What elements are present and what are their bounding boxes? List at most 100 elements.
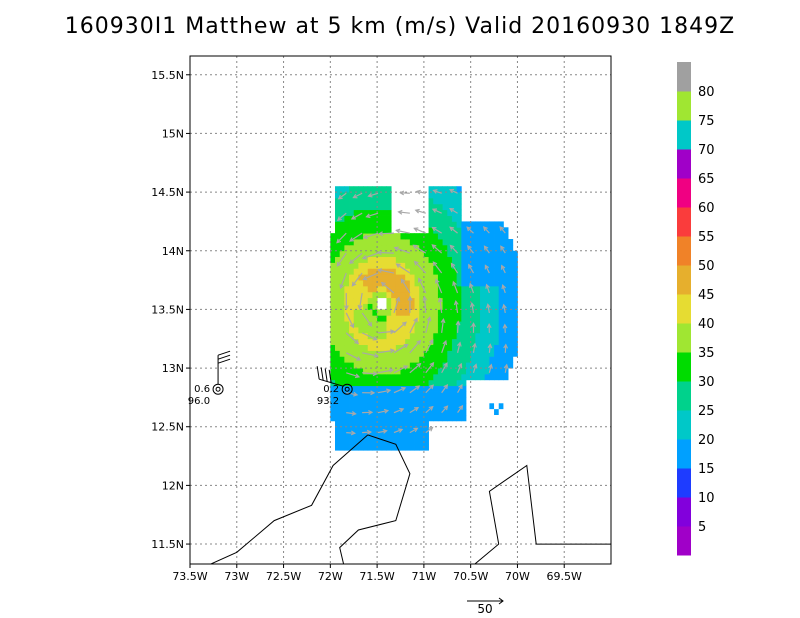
field-cell xyxy=(363,344,369,351)
wind-vector-head xyxy=(407,295,413,301)
field-cell xyxy=(433,397,439,404)
field-cell xyxy=(447,256,453,263)
field-cell xyxy=(428,186,434,193)
field-cell xyxy=(442,233,448,240)
reference-vector-label: 50 xyxy=(477,602,492,616)
field-cell xyxy=(391,373,397,381)
field-cell xyxy=(386,444,392,451)
field-cell xyxy=(442,209,448,216)
x-tick-label: 69.5W xyxy=(547,570,582,583)
field-cell xyxy=(353,256,359,263)
field-cell xyxy=(475,338,481,346)
wind-vector xyxy=(425,317,431,334)
field-cell xyxy=(358,356,364,363)
field-cell xyxy=(461,379,467,387)
wind-vector-head xyxy=(415,189,421,195)
field-cell xyxy=(480,239,486,246)
field-cell xyxy=(451,327,458,334)
field-cell xyxy=(400,391,406,398)
wind-vector xyxy=(472,364,477,373)
field-cell xyxy=(442,315,448,322)
field-cell xyxy=(330,233,336,240)
field-cell xyxy=(330,303,336,310)
wind-vector-head xyxy=(354,373,361,379)
field-cell xyxy=(451,344,458,351)
field-cell xyxy=(353,227,359,234)
field-cell xyxy=(391,432,397,439)
field-cell xyxy=(335,285,341,293)
field-cell xyxy=(470,303,476,310)
field-cell xyxy=(437,379,443,387)
field-cell xyxy=(349,239,355,246)
field-cell xyxy=(480,291,486,299)
field-cell xyxy=(475,262,481,269)
wind-vector-head xyxy=(362,234,368,240)
field-cell xyxy=(409,338,415,346)
field-cell xyxy=(465,373,472,381)
field-cell xyxy=(372,391,378,398)
field-cell xyxy=(414,344,420,351)
field-cell xyxy=(419,233,425,240)
field-cell xyxy=(465,332,472,340)
field-cell xyxy=(344,397,350,404)
field-cell xyxy=(428,244,434,252)
field-cell xyxy=(377,415,383,422)
colorbar-swatch xyxy=(677,323,691,353)
field-cell xyxy=(470,274,476,281)
field-cell xyxy=(442,332,448,340)
field-cell xyxy=(391,385,397,392)
field-cell xyxy=(353,444,359,451)
field-cell xyxy=(470,315,476,322)
field-cell xyxy=(349,397,355,404)
field-cell xyxy=(433,315,439,322)
field-cell xyxy=(456,221,462,228)
field-cell xyxy=(330,332,336,340)
field-cell xyxy=(461,409,467,416)
field-cell xyxy=(512,350,518,357)
field-cell xyxy=(367,221,373,228)
field-cell xyxy=(461,227,467,234)
field-cell xyxy=(391,438,397,445)
field-cell xyxy=(377,285,383,293)
field-cell xyxy=(330,362,336,369)
field-cell xyxy=(451,203,458,211)
field-cell xyxy=(367,391,373,398)
field-cell xyxy=(484,309,490,316)
field-cell xyxy=(447,291,453,299)
field-cell xyxy=(381,227,387,234)
field-cell xyxy=(353,426,359,434)
field-cell xyxy=(395,385,401,392)
wind-vector-head xyxy=(354,339,360,345)
field-cell xyxy=(437,239,443,246)
colorbar-label: 55 xyxy=(698,230,715,245)
wind-vector xyxy=(362,352,378,357)
wind-vector-head xyxy=(458,383,463,390)
field-cell xyxy=(414,285,420,293)
field-cell xyxy=(428,397,434,404)
wind-vector xyxy=(393,365,408,374)
field-cell xyxy=(353,327,359,334)
field-cell xyxy=(353,397,359,404)
field-cell xyxy=(451,239,458,246)
field-cell xyxy=(423,239,429,246)
field-cell xyxy=(447,209,453,216)
field-cell xyxy=(367,309,373,316)
wind-vector xyxy=(361,312,372,327)
field-cell xyxy=(395,327,401,334)
field-cell xyxy=(381,344,387,351)
wind-vector xyxy=(416,190,426,194)
field-cell xyxy=(405,250,411,258)
field-cell xyxy=(480,274,486,281)
field-cell xyxy=(409,256,415,263)
field-cell xyxy=(423,426,429,434)
wind-vector xyxy=(338,192,347,200)
field-cell xyxy=(405,274,411,281)
field-cell xyxy=(480,344,486,351)
field-cell xyxy=(456,274,462,281)
field-cell xyxy=(353,403,359,410)
field-cell xyxy=(451,215,458,222)
field-cell xyxy=(489,239,495,246)
wind-vector-head xyxy=(353,391,359,397)
field-cell xyxy=(377,344,383,351)
field-cell xyxy=(353,239,359,246)
